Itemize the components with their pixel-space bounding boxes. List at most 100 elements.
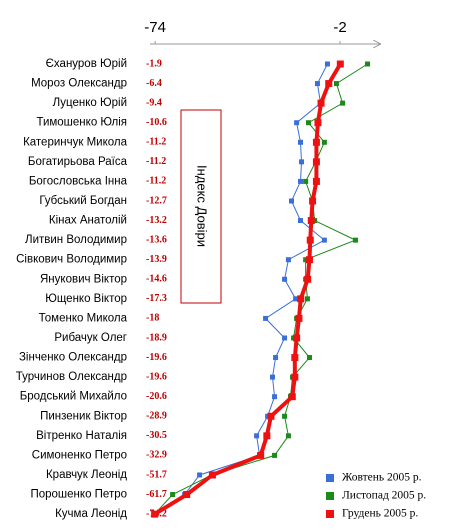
data-point — [314, 119, 322, 127]
data-label: -13.9 — [146, 254, 167, 265]
data-point — [333, 81, 339, 87]
category-label: Тимошенко Юлія — [36, 117, 127, 129]
data-label: -18 — [146, 313, 159, 324]
category-label: Симоненко Петро — [32, 449, 127, 461]
data-label: -1.9 — [146, 58, 162, 69]
legend-label: Жовтень 2005 р. — [342, 472, 422, 484]
data-point — [197, 472, 203, 478]
category-label: Порошенко Петро — [30, 489, 127, 501]
category-label: Кінах Анатолій — [49, 215, 127, 227]
category-label: Турчинов Олександр — [16, 371, 127, 383]
data-label: -12.7 — [146, 195, 167, 206]
category-label: Пинзеник Віктор — [40, 410, 127, 422]
data-point — [365, 61, 371, 67]
data-label: -13.6 — [146, 234, 167, 245]
data-point — [297, 139, 303, 145]
data-point — [270, 374, 276, 380]
data-point — [321, 139, 327, 145]
category-label: Томенко Микола — [39, 312, 128, 324]
data-point — [291, 373, 299, 381]
data-label: -13.2 — [146, 215, 167, 226]
data-point — [297, 218, 303, 224]
category-label: Богословська Інна — [29, 175, 128, 187]
data-point — [352, 237, 358, 243]
data-point — [272, 394, 278, 400]
category-label: Ющенко Віктор — [45, 293, 127, 305]
data-label: -11.2 — [146, 156, 166, 167]
data-label: -11.2 — [146, 137, 166, 148]
data-label: -17.3 — [146, 293, 167, 304]
category-label: Мороз Олександр — [31, 78, 127, 90]
data-point — [254, 433, 260, 439]
data-point — [321, 237, 327, 243]
category-label: Губський Богдан — [39, 195, 127, 207]
data-point — [273, 355, 279, 361]
data-point — [282, 335, 288, 341]
category-label: Катеринчук Микола — [23, 136, 128, 148]
category-label: Сівкович Володимир — [16, 254, 127, 266]
data-point — [263, 315, 269, 321]
data-point — [324, 61, 330, 67]
legend-label: Листопад 2005 р. — [342, 490, 426, 502]
data-point — [282, 276, 288, 282]
data-point — [304, 275, 312, 283]
category-label: Литвин Володимир — [25, 234, 127, 246]
x-tick-label: -2 — [333, 19, 346, 36]
data-point — [306, 236, 314, 244]
category-label: Кучма Леонід — [55, 508, 127, 520]
series-line — [154, 63, 368, 515]
data-point — [272, 452, 278, 458]
data-point — [297, 178, 303, 184]
data-point — [312, 158, 320, 166]
category-label: Рибачук Олег — [54, 332, 127, 344]
annotation-box — [180, 109, 222, 304]
data-label: -18.9 — [146, 332, 167, 343]
category-label: Єхануров Юрій — [46, 58, 127, 70]
legend-marker — [326, 510, 334, 518]
data-point — [304, 296, 310, 302]
x-tick-label: -74 — [144, 19, 166, 36]
data-point — [183, 491, 191, 499]
data-point — [293, 334, 301, 342]
data-point — [151, 510, 159, 518]
data-point — [285, 257, 291, 263]
data-point — [305, 256, 313, 264]
data-point — [289, 198, 295, 204]
data-label: -32.9 — [146, 450, 167, 461]
data-point — [336, 60, 344, 68]
data-point — [340, 100, 346, 106]
data-point — [294, 120, 300, 126]
data-label: -10.6 — [146, 117, 167, 128]
data-point — [303, 257, 309, 263]
data-point — [263, 432, 271, 440]
data-point — [307, 217, 315, 225]
data-point — [267, 412, 275, 420]
category-label: Луценко Юрій — [53, 97, 127, 109]
category-label: Зінченко Олександр — [19, 352, 127, 364]
data-point — [312, 177, 320, 185]
series-line — [153, 62, 343, 516]
series-line — [154, 63, 328, 515]
data-point — [295, 314, 303, 322]
data-point — [291, 354, 299, 362]
data-label: -30.5 — [146, 430, 167, 441]
legend-label: Грудень 2005 р. — [342, 508, 418, 520]
data-label: -61.7 — [146, 489, 167, 500]
data-point — [325, 80, 333, 88]
data-point — [305, 120, 311, 126]
data-point — [293, 296, 299, 302]
annotation: Індекс Довіри — [195, 165, 210, 247]
data-point — [297, 295, 305, 303]
data-label: -19.6 — [146, 371, 167, 382]
data-point — [317, 99, 325, 107]
category-label: Вітренко Наталія — [36, 430, 127, 442]
data-point — [303, 178, 309, 184]
data-label: -19.6 — [146, 352, 167, 363]
category-label: Бродський Михайло — [20, 391, 127, 403]
data-label: -6.4 — [146, 78, 162, 89]
data-label: -9.4 — [146, 97, 162, 108]
data-point — [208, 471, 216, 479]
category-label: Кравчук Леонід — [46, 469, 127, 481]
data-point — [306, 355, 312, 361]
